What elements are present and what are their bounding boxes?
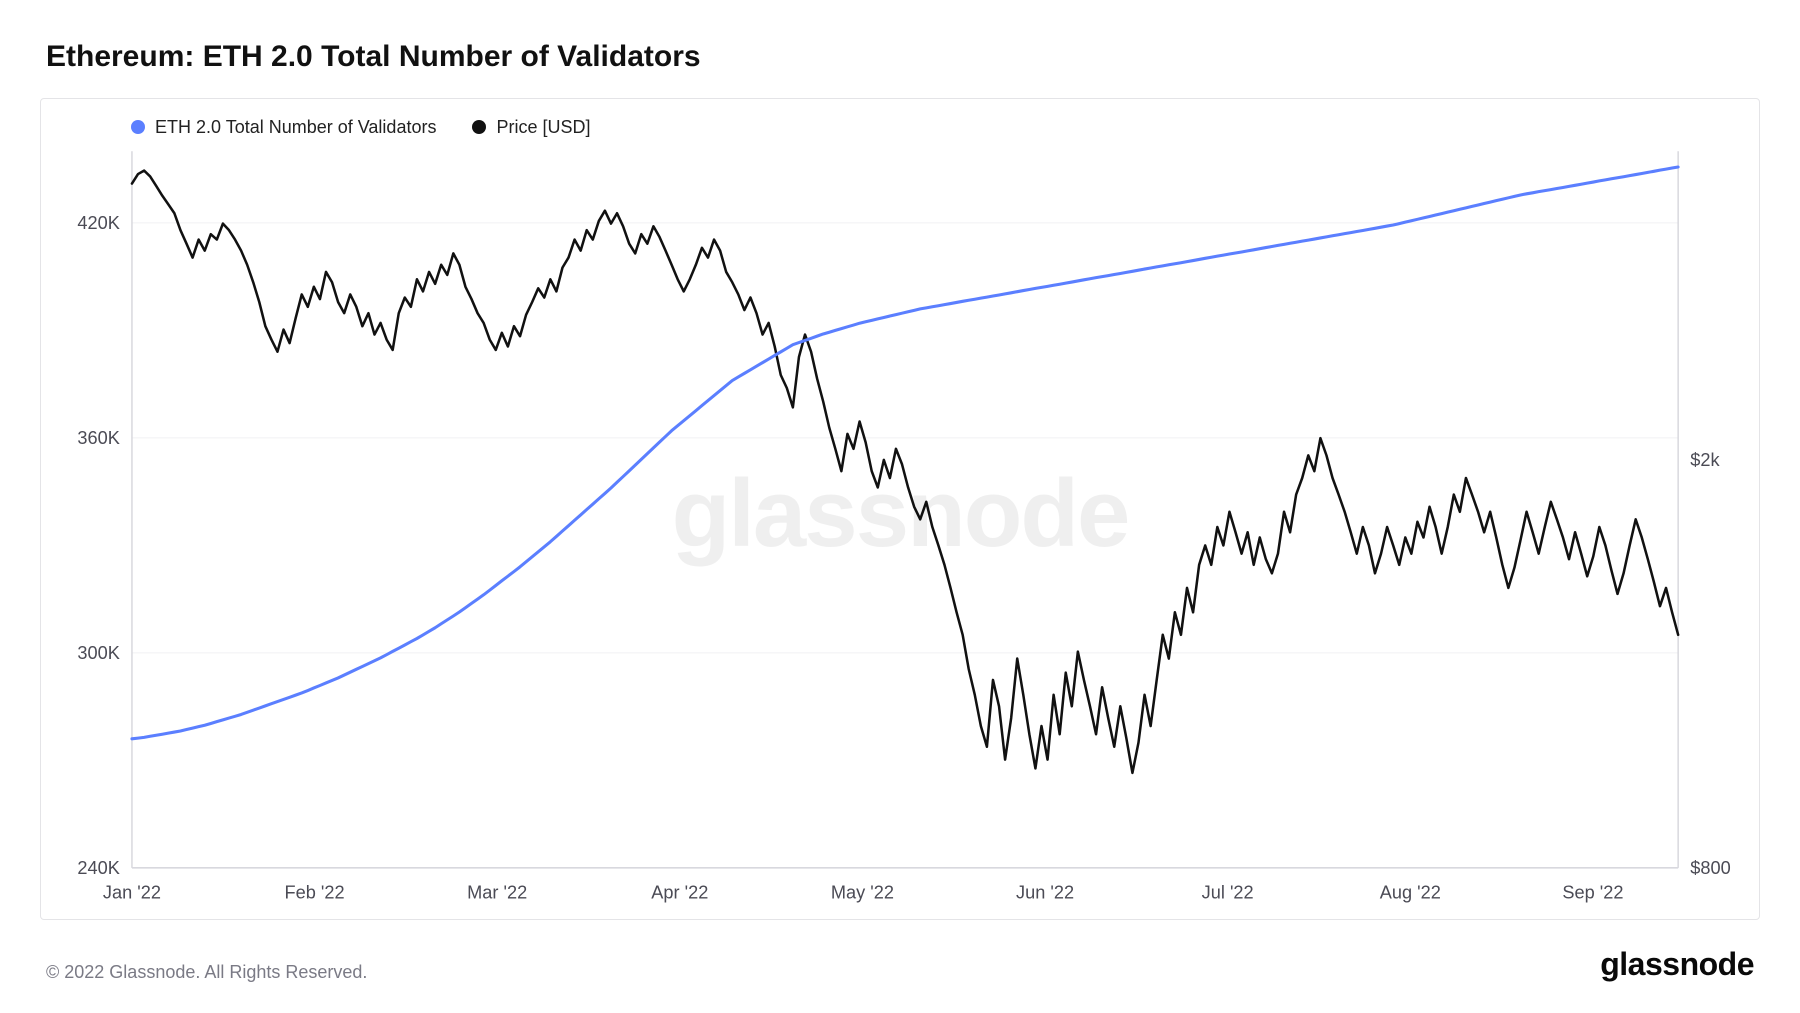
- chart-frame: ETH 2.0 Total Number of Validators Price…: [40, 98, 1760, 920]
- svg-text:Apr '22: Apr '22: [651, 881, 708, 902]
- legend-item-validators: ETH 2.0 Total Number of Validators: [131, 117, 436, 138]
- svg-text:$800: $800: [1690, 857, 1730, 878]
- legend-swatch-validators: [131, 120, 145, 134]
- plot-area: glassnode 240K300K360K420K$800$2kJan '22…: [41, 141, 1759, 919]
- copyright: © 2022 Glassnode. All Rights Reserved.: [46, 962, 367, 983]
- legend-label-validators: ETH 2.0 Total Number of Validators: [155, 117, 436, 138]
- svg-text:Jan '22: Jan '22: [103, 881, 161, 902]
- svg-text:$2k: $2k: [1690, 449, 1720, 470]
- svg-text:Jul '22: Jul '22: [1202, 881, 1254, 902]
- svg-text:Sep '22: Sep '22: [1562, 881, 1623, 902]
- svg-text:300K: 300K: [77, 642, 119, 663]
- legend: ETH 2.0 Total Number of Validators Price…: [41, 113, 1759, 141]
- chart-svg: 240K 300K 360K 420K $800 $2k Jan '22 Feb '22 Mar…: [41, 141, 1759, 919]
- chart-title: Ethereum: ETH 2.0 Total Number of Valida…: [46, 40, 1760, 74]
- svg-text:May '22: May '22: [831, 881, 894, 902]
- legend-label-price: Price [USD]: [496, 117, 590, 138]
- svg-text:240K: 240K: [77, 857, 119, 878]
- svg-text:Jun '22: Jun '22: [1016, 881, 1074, 902]
- svg-text:Aug '22: Aug '22: [1380, 881, 1441, 902]
- brand-logo: glassnode: [1600, 946, 1754, 983]
- svg-text:Mar '22: Mar '22: [467, 881, 527, 902]
- svg-text:420K: 420K: [77, 212, 119, 233]
- svg-text:360K: 360K: [77, 427, 119, 448]
- legend-swatch-price: [472, 120, 486, 134]
- svg-text:Feb '22: Feb '22: [285, 881, 345, 902]
- legend-item-price: Price [USD]: [472, 117, 590, 138]
